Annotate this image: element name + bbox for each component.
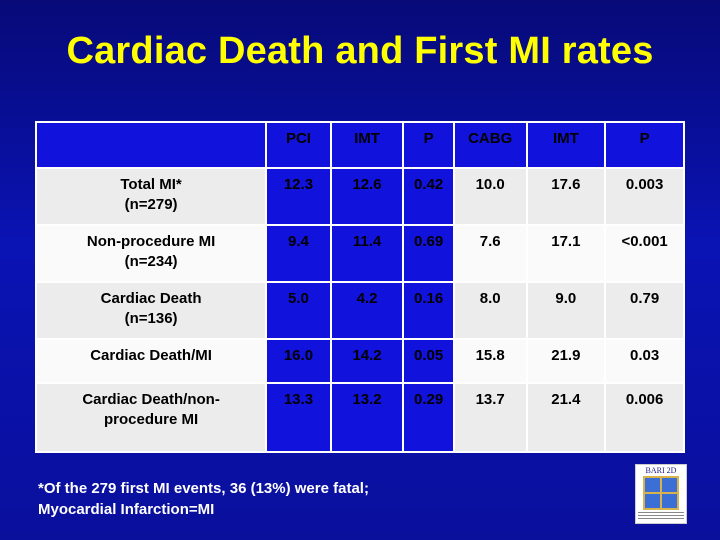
row-label: Cardiac Death (n=136) <box>37 283 266 338</box>
cell-imt-cabg: 17.6 <box>527 169 605 224</box>
header-cell-empty <box>37 123 266 167</box>
cell-pci: 12.3 <box>267 169 330 224</box>
cell-cabg: 10.0 <box>454 169 526 224</box>
cell-p-pci: 0.05 <box>404 340 453 382</box>
window-icon <box>643 476 679 510</box>
cell-imt-pci: 14.2 <box>331 340 403 382</box>
row-label-line1: Non-procedure MI <box>86 233 216 250</box>
cell-imt-cabg: 21.4 <box>527 384 605 451</box>
cell-imt-pci: 11.4 <box>331 226 403 281</box>
row-label-line2: (n=136) <box>124 310 178 327</box>
row-label-line1: Cardiac Death/non- <box>82 391 220 408</box>
row-label-line2: procedure MI <box>103 411 199 428</box>
table-row: Cardiac Death/non-procedure MI 13.3 13.2… <box>37 384 683 451</box>
table-row: Total MI* (n=279) 12.3 12.6 0.42 10.0 17.… <box>37 169 683 224</box>
row-label-line1: Cardiac Death <box>100 290 202 307</box>
cell-imt-cabg: 21.9 <box>527 340 605 382</box>
table-row: Non-procedure MI (n=234) 9.4 11.4 0.69 7.… <box>37 226 683 281</box>
footnote-line1: *Of the 279 first MI events, 36 (13%) we… <box>38 480 369 497</box>
cell-imt-pci: 4.2 <box>331 283 403 338</box>
cell-imt-cabg: 17.1 <box>527 226 605 281</box>
row-label-line1: Total MI* <box>120 176 182 193</box>
cell-p-pci: 0.29 <box>404 384 453 451</box>
results-table: PCI IMT P CABG IMT P Total MI* (n=279) 12… <box>35 121 685 453</box>
cell-p-cabg: 0.006 <box>606 384 683 451</box>
table-row: Cardiac Death (n=136) 5.0 4.2 0.16 8.0 9.… <box>37 283 683 338</box>
cell-pci: 9.4 <box>267 226 330 281</box>
cell-p-cabg: <0.001 <box>606 226 683 281</box>
cell-pci: 13.3 <box>267 384 330 451</box>
row-label: Cardiac Death/non-procedure MI <box>37 384 266 451</box>
cell-p-cabg: 0.03 <box>606 340 683 382</box>
cell-imt-pci: 12.6 <box>331 169 403 224</box>
cell-imt-cabg: 9.0 <box>527 283 605 338</box>
bari-2d-logo: BARI 2D <box>635 464 687 524</box>
logo-caption-lines <box>638 512 684 520</box>
row-label: Total MI* (n=279) <box>37 169 266 224</box>
row-label: Cardiac Death/MI <box>37 340 266 382</box>
table-header-row: PCI IMT P CABG IMT P <box>37 123 683 167</box>
cell-pci: 5.0 <box>267 283 330 338</box>
cell-p-pci: 0.16 <box>404 283 453 338</box>
cell-pci: 16.0 <box>267 340 330 382</box>
row-label-line1: Cardiac Death/MI <box>90 347 212 364</box>
header-p-cabg: P <box>606 123 683 167</box>
header-imt-pci: IMT <box>331 123 403 167</box>
table-row: Cardiac Death/MI 16.0 14.2 0.05 15.8 21.… <box>37 340 683 382</box>
cell-cabg: 7.6 <box>454 226 526 281</box>
cell-cabg: 8.0 <box>454 283 526 338</box>
cell-imt-pci: 13.2 <box>331 384 403 451</box>
cell-p-cabg: 0.79 <box>606 283 683 338</box>
footnote: *Of the 279 first MI events, 36 (13%) we… <box>38 478 369 520</box>
header-cabg: CABG <box>454 123 526 167</box>
cell-p-pci: 0.42 <box>404 169 453 224</box>
cell-p-pci: 0.69 <box>404 226 453 281</box>
cell-p-cabg: 0.003 <box>606 169 683 224</box>
slide-title: Cardiac Death and First MI rates <box>66 30 654 72</box>
header-imt-cabg: IMT <box>527 123 605 167</box>
cell-cabg: 15.8 <box>454 340 526 382</box>
row-label-line2: (n=279) <box>124 196 178 213</box>
cell-cabg: 13.7 <box>454 384 526 451</box>
logo-text: BARI 2D <box>645 466 677 475</box>
footnote-line2: Myocardial Infarction=MI <box>38 501 215 518</box>
row-label-line2: (n=234) <box>124 253 178 270</box>
header-p-pci: P <box>404 123 453 167</box>
header-pci: PCI <box>267 123 330 167</box>
row-label: Non-procedure MI (n=234) <box>37 226 266 281</box>
